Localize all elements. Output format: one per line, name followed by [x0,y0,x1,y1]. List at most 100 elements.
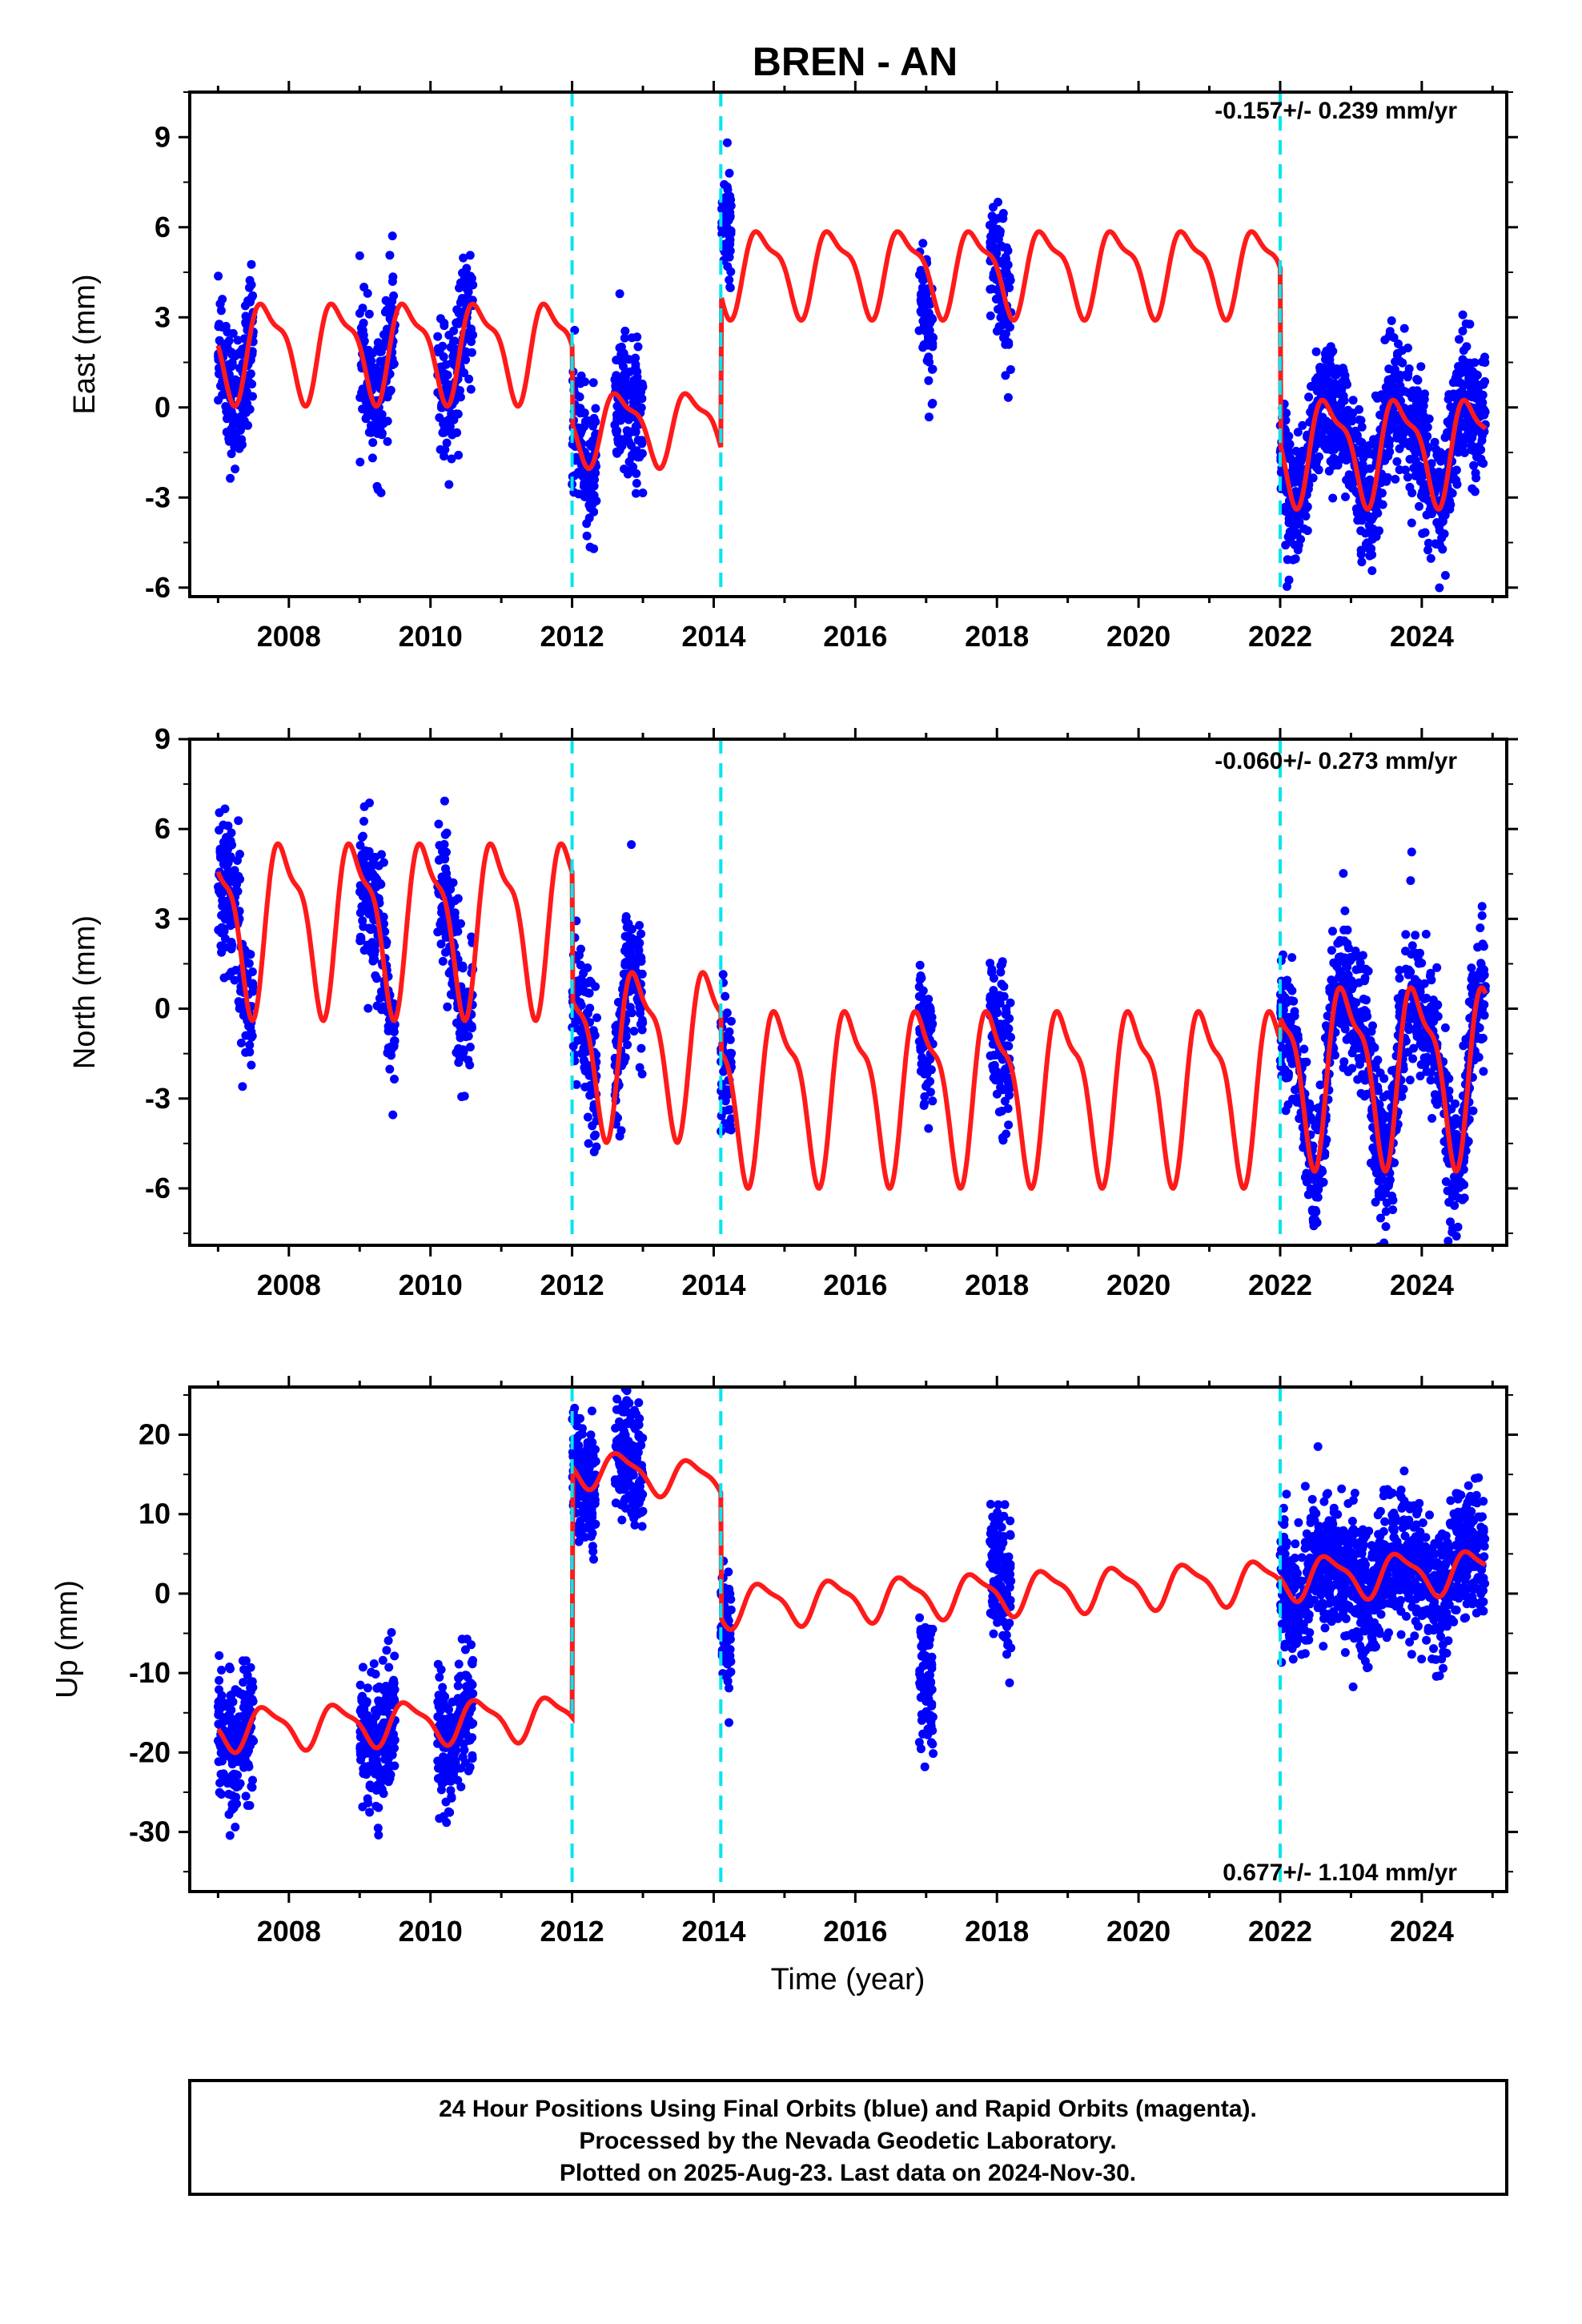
observation-point [1407,404,1416,413]
observation-point [1003,260,1013,270]
observation-point [1004,1024,1014,1033]
observation-point [439,419,448,428]
observation-point [1380,336,1390,344]
observation-point [1395,444,1404,453]
observation-point [1435,448,1445,457]
observation-point [217,911,227,920]
observation-point [623,428,632,437]
observation-point [1413,376,1423,385]
observation-point [1401,930,1411,939]
observation-point [362,1718,371,1727]
observation-point [627,333,636,343]
observation-point [1477,902,1487,911]
observation-point [1340,1020,1350,1030]
observation-point [374,1696,383,1706]
observation-point [1381,1222,1391,1232]
observation-point [363,1683,372,1693]
observation-point [1423,496,1433,505]
observation-point [435,1672,444,1682]
observation-point [1282,507,1291,517]
observation-point [382,1646,391,1655]
observation-point [633,452,643,462]
observation-point [620,326,630,336]
observation-point [355,251,364,260]
observation-point [1328,493,1338,503]
y-axis-label: East (mm) [68,274,102,414]
observation-point [998,320,1008,329]
observation-point [434,819,444,829]
observation-point [632,372,642,382]
observation-point [1368,1021,1377,1031]
observation-point [1403,344,1412,352]
observation-point [1288,531,1298,541]
observation-point [635,1063,644,1072]
observation-point [1468,484,1477,493]
x-tick-label: 2020 [1106,1269,1170,1301]
observation-point [434,855,444,865]
observation-point [1281,416,1291,425]
observation-point [636,953,646,963]
observation-point [1407,847,1416,857]
observation-point [1302,504,1311,513]
observation-point [1478,1004,1487,1014]
y-tick-label: 9 [155,120,171,153]
observation-point [591,982,600,991]
observation-point [226,473,235,483]
observation-point [576,960,585,970]
observation-point [1443,1236,1453,1245]
observation-point [359,318,368,328]
observation-point [1335,935,1345,945]
observation-point [1357,516,1367,525]
observation-point [1395,966,1404,975]
observation-point [1395,974,1404,983]
observation-point [1311,1122,1320,1132]
observation-point [1299,524,1309,533]
observation-point [456,392,465,402]
observation-point [244,1762,254,1771]
observation-point [1289,519,1299,529]
observation-point [1002,243,1011,252]
observation-point [1001,371,1010,380]
observation-point [443,1703,452,1712]
observation-point [590,475,599,485]
observation-point [365,1780,375,1790]
observation-point [620,931,630,941]
observation-point [584,1139,593,1148]
observation-point [1314,1184,1323,1194]
observation-point [582,531,592,541]
observation-point [374,412,383,421]
observation-point [998,309,1007,319]
observation-point [433,927,443,937]
observation-point [928,1096,938,1106]
observation-point [637,439,647,448]
observation-point [636,929,646,939]
observation-point [215,1675,224,1685]
observation-point [238,1082,247,1092]
observation-point [441,864,450,874]
observation-point [1403,970,1413,979]
observation-point [367,1667,376,1677]
observation-point [246,1694,255,1703]
observation-point [1424,414,1434,424]
observation-point [613,1113,622,1123]
observation-point [591,1130,600,1140]
observation-point [1401,424,1411,434]
observation-point [222,847,231,857]
observation-point [1476,923,1485,933]
observation-point [1444,1086,1454,1096]
observation-point [1438,545,1447,554]
y-tick-label: 6 [155,812,171,845]
panel-north: 2008 2010 2012 2014 2016 2018 2020 2022 2024-6-3… [68,722,1518,1301]
observation-point [588,378,598,388]
observation-point [1293,428,1303,437]
observation-point [615,289,624,299]
observation-point [1472,473,1481,483]
observation-point [1452,465,1461,475]
observation-point [371,971,380,980]
observation-point [1453,448,1463,457]
observation-point [239,334,249,344]
observation-point [1477,430,1487,440]
observation-point [364,428,374,437]
observation-point [580,416,590,426]
observation-point [591,404,600,413]
